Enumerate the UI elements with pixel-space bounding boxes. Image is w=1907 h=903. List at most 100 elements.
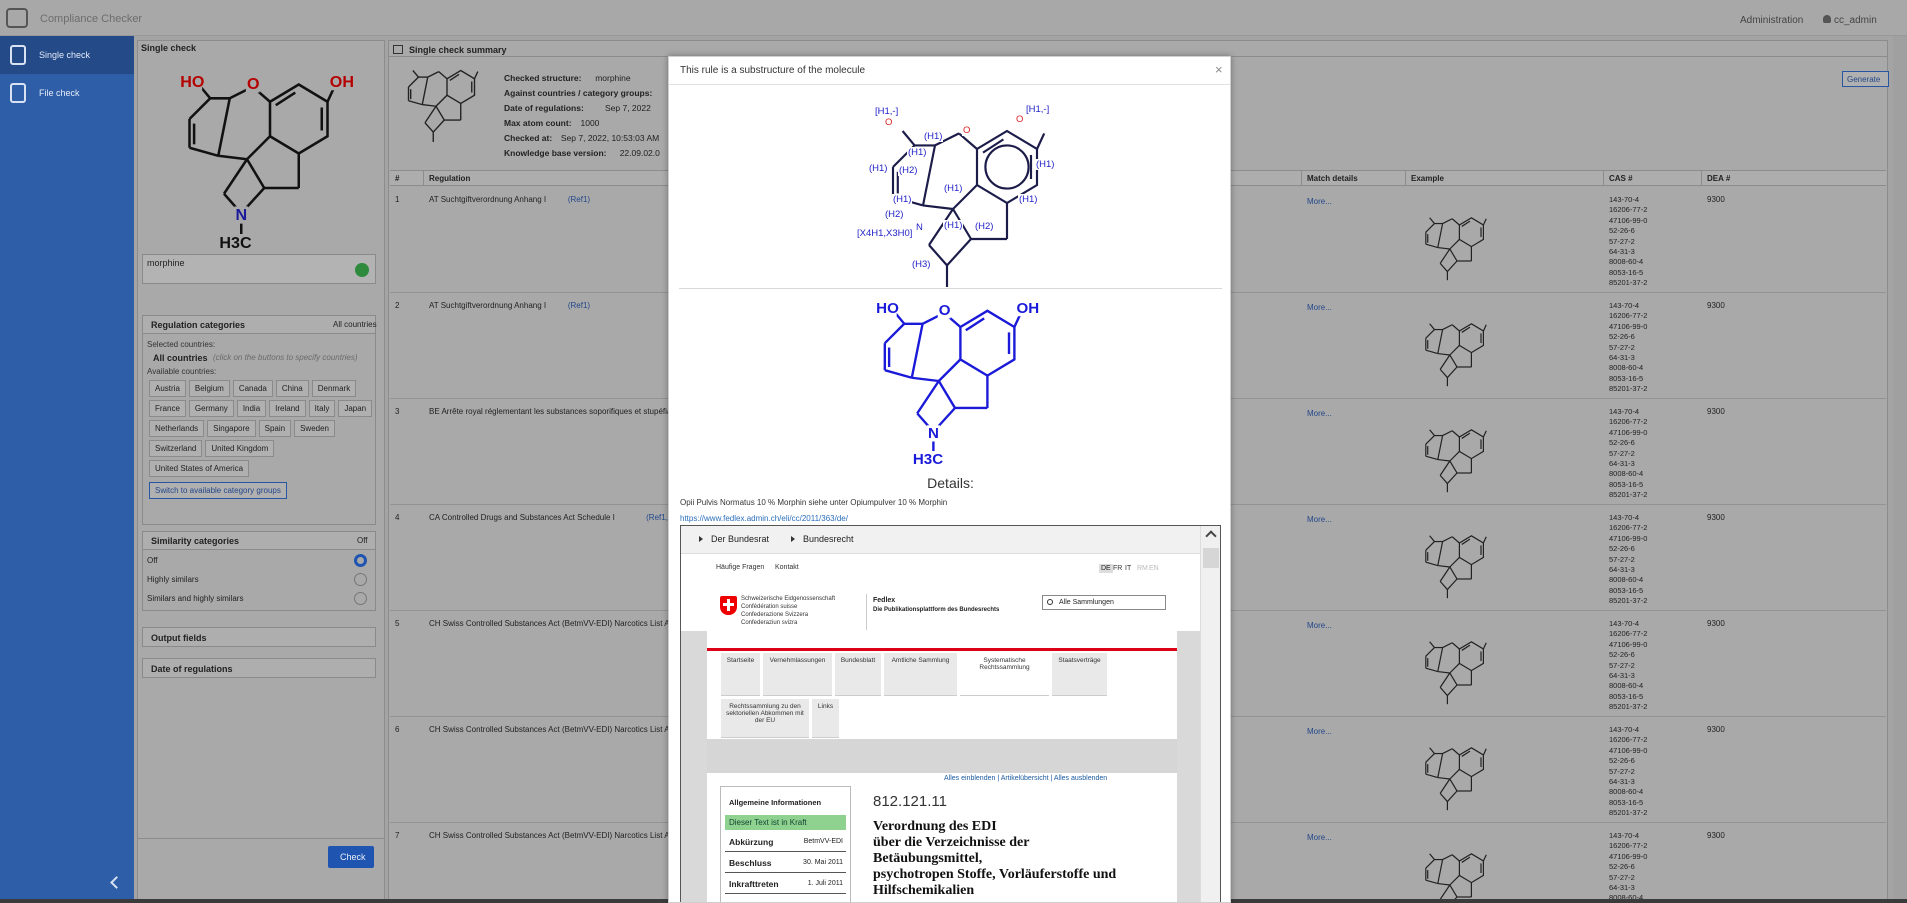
language[interactable]: IT [1125,565,1132,572]
menu-item[interactable]: Startseite [721,653,760,696]
menu-item[interactable]: Bundesblatt [835,653,881,696]
modal-close[interactable]: × [1215,62,1223,77]
country-button[interactable]: United States of America [149,460,250,477]
cas-number: 47106-99-0 [1609,745,1648,755]
details-link[interactable]: https://www.fedlex.admin.ch/eli/cc/2011/… [680,514,848,523]
bond [934,132,960,147]
regulation-ref[interactable]: (Ref1) [567,195,591,204]
bond [1429,853,1435,860]
menu-item[interactable]: Systematische Rechtssammlung [960,653,1049,696]
radio-button[interactable] [354,573,367,586]
nav-item[interactable] [0,36,134,74]
sr-number: 812.121.11 [873,793,947,810]
radio-button[interactable] [354,592,367,605]
admin-link[interactable]: Administration [1740,15,1804,26]
check-button[interactable]: Check [328,846,374,868]
country-button[interactable]: France [149,400,186,417]
section-title[interactable]: Output fields [151,633,207,643]
country-button[interactable]: Singapore [207,420,256,437]
bond [1442,854,1453,861]
bond [1429,217,1435,224]
match-details-link[interactable]: More... [1307,409,1332,418]
radio-button[interactable] [354,554,367,567]
bond [1437,435,1444,460]
generate-button[interactable]: Generate [1842,71,1889,87]
bond [1425,541,1435,551]
top-link[interactable]: Häufige Fragen [716,564,765,571]
query-atom-label: (H1) [1018,194,1039,205]
country-button[interactable]: Sweden [294,420,336,437]
bond-ring [1458,853,1484,884]
country-button[interactable]: Italy [308,400,336,417]
menu-item[interactable]: Links [812,699,839,738]
menu-item[interactable]: Amtliche Sammlung [884,653,957,696]
bond-ring [1458,429,1484,460]
switch-button[interactable]: Switch to available category groups [149,482,287,499]
country-button[interactable]: Denmark [311,380,357,397]
breadcrumb[interactable]: Der Bundesrat [711,534,770,544]
nav-label[interactable]: Single check [39,50,91,60]
user-menu[interactable]: cc_admin [1834,15,1877,26]
radio-label[interactable]: Highly similars [147,575,199,584]
language[interactable]: DE [1099,564,1113,573]
match-details-link[interactable]: More... [1307,515,1332,524]
bond-double [1461,644,1471,651]
country-button[interactable]: Canada [232,380,273,397]
match-details-link[interactable]: More... [1307,621,1332,630]
country-button[interactable]: Spain [258,420,292,437]
menu-item[interactable]: Staatsverträge [1052,653,1107,696]
country-button[interactable]: Japan [338,400,373,417]
language[interactable]: EN [1149,565,1159,572]
bond [1446,790,1458,802]
country-button[interactable]: Austria [149,380,186,397]
check-button-label[interactable]: Check [340,852,366,862]
selected-label: Selected countries: [147,340,216,349]
country-button[interactable]: India [236,400,267,417]
toolbar-links[interactable]: Alles einblenden | Artikelübersicht | Al… [944,775,1108,782]
section-title[interactable]: Date of regulations [151,664,233,674]
country-button[interactable]: Germany [188,400,234,417]
regulation-ref[interactable]: (Ref1) [567,301,591,310]
nav-label[interactable]: File check [39,88,80,98]
cas-number: 143-70-4 [1609,831,1640,840]
radio-label[interactable]: Off [147,556,158,565]
country-button[interactable]: Switzerland [149,440,203,457]
collapsed-section[interactable]: Date of regulations [142,658,376,678]
bond [1425,349,1438,355]
section-title[interactable]: Similarity categories [151,536,240,546]
section-title[interactable]: Regulation categories [151,320,246,330]
language[interactable]: RM [1137,565,1148,572]
menu-item[interactable]: Vernehmlassungen [763,653,832,696]
bond [1449,344,1460,356]
match-details-link[interactable]: More... [1307,197,1332,206]
country-button[interactable]: Ireland [269,400,306,417]
country-button[interactable]: United Kingdom [205,440,275,457]
generate-label[interactable]: Generate [1847,75,1881,84]
country-buttons: Austria Belgium Canada China Denmark France Ge… [149,380,373,477]
country-button[interactable]: China [275,380,309,397]
cas-number: 57-27-2 [1609,554,1635,564]
collapsed-section[interactable]: Output fields [142,627,376,647]
bond-double [1461,750,1471,757]
radio-label[interactable]: Similars and highly similars [147,594,244,603]
atom-label: O [939,302,951,319]
bond [1482,324,1487,332]
language[interactable]: FR [1113,565,1123,572]
modal-header-line [669,84,1230,85]
country-button[interactable]: Belgium [188,380,230,397]
details-text: Opii Pulvis Normatus 10 % Morphin siehe … [680,498,948,507]
bond [1482,642,1487,650]
search-box[interactable]: Alle Sammlungen [1042,595,1166,610]
breadcrumb[interactable]: Bundesrecht [803,534,854,544]
country-button[interactable]: Netherlands [149,420,205,437]
header-divider [1405,170,1406,186]
menu-item[interactable]: Rechtssammlung zu den sektoriellen Abkom… [721,699,809,738]
cas-number: 8053-16-5 [1609,585,1644,595]
regulation-categories-box: Regulation categories All countries Select… [142,315,377,525]
match-details-link[interactable]: More... [1307,833,1332,842]
match-details-link[interactable]: More... [1307,727,1332,736]
structure-input[interactable]: morphine [142,254,376,284]
atom-label-bg [1015,300,1038,317]
match-details-link[interactable]: More... [1307,303,1332,312]
top-link[interactable]: Kontakt [775,564,799,571]
